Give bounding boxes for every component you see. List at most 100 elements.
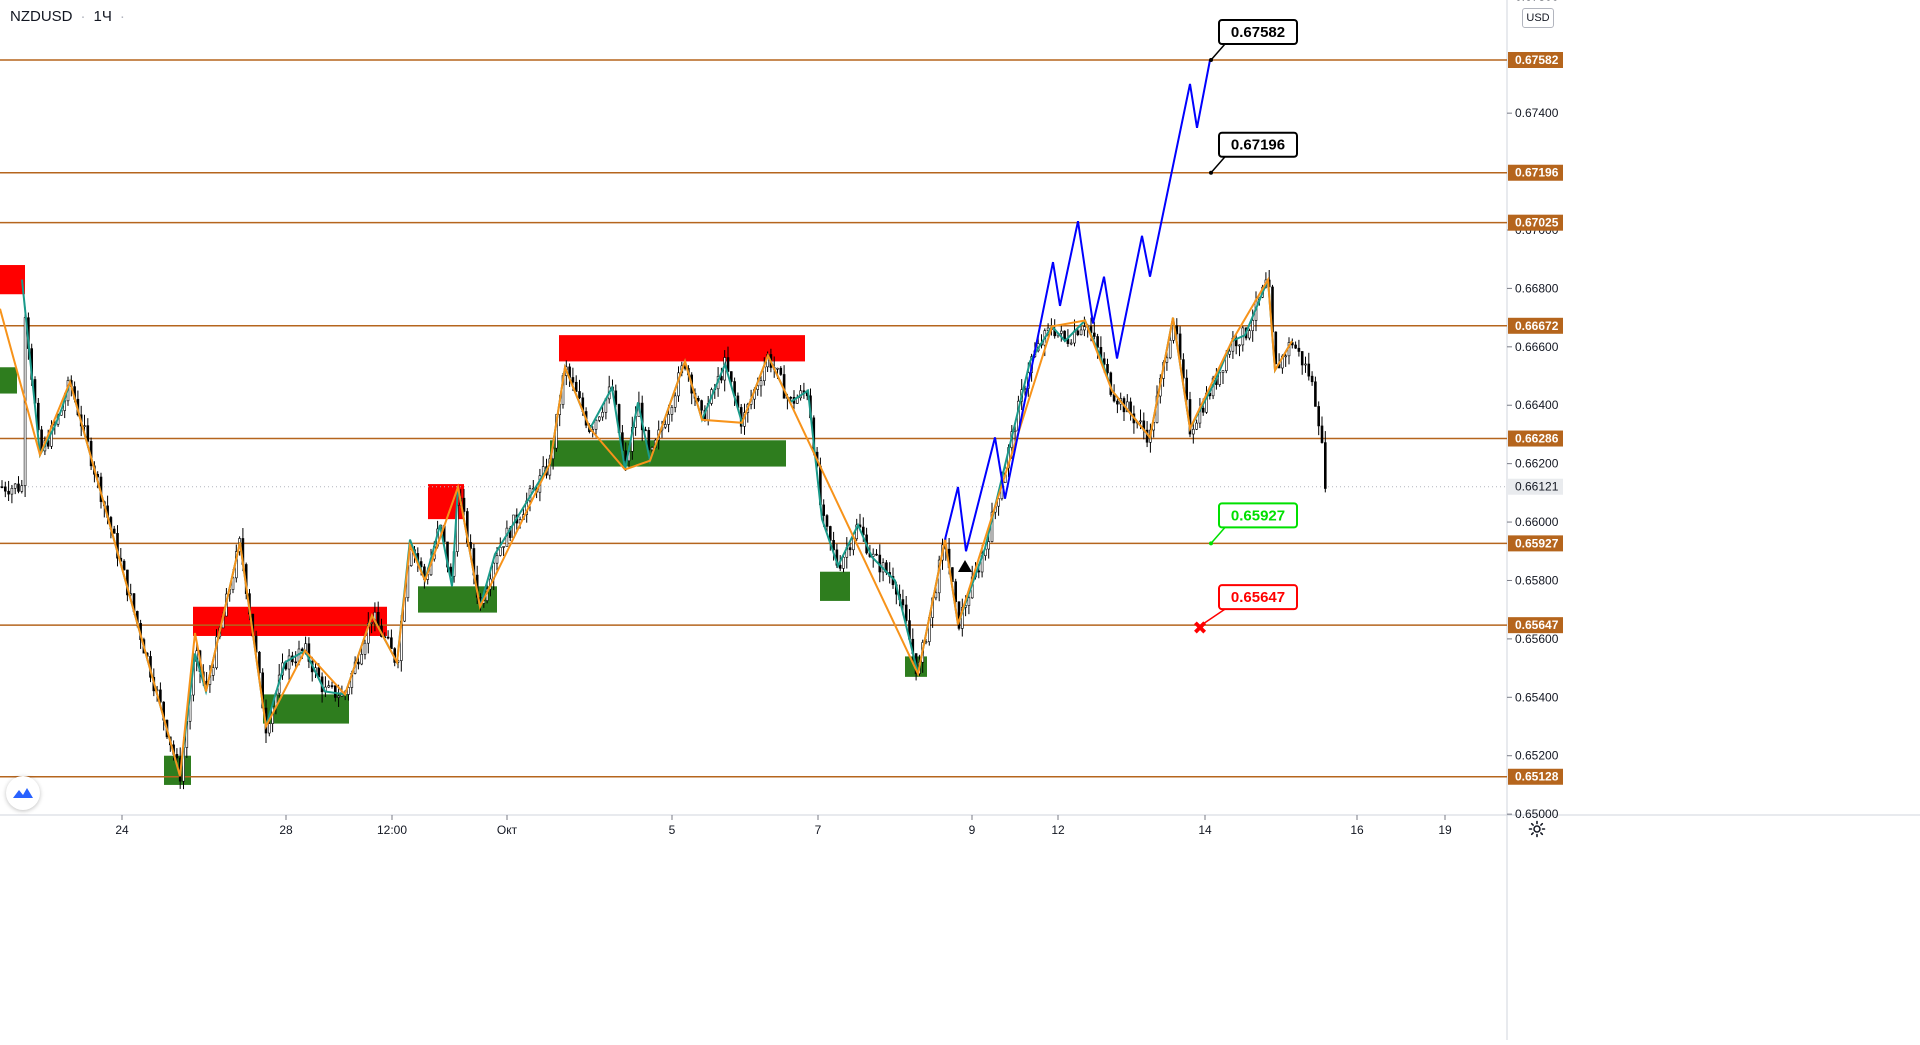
candle-body	[1317, 406, 1320, 427]
candle-body	[779, 367, 783, 375]
candle-body	[267, 723, 271, 734]
tradingview-logo-icon[interactable]	[6, 776, 40, 810]
demand-zone[interactable]	[820, 571, 850, 601]
candle-body	[495, 555, 499, 564]
candle-body	[934, 592, 938, 599]
level-price-label-bg	[1508, 617, 1563, 634]
candle-body	[363, 642, 367, 655]
demand-zone[interactable]	[550, 440, 786, 467]
candle-body	[1310, 375, 1314, 383]
candle-body	[1314, 381, 1317, 407]
candle-body	[1116, 400, 1119, 405]
candle-body	[7, 490, 10, 495]
forecast-path-line[interactable]	[944, 59, 1211, 552]
candle-body	[17, 483, 20, 492]
callout-anchor-dot	[1209, 170, 1213, 175]
level-price-label: 0.67196	[1515, 166, 1559, 180]
candle-body	[287, 655, 291, 670]
candle-body	[667, 414, 670, 425]
demand-zone[interactable]	[263, 694, 349, 724]
callout-box[interactable]	[1218, 19, 1298, 45]
time-tick-label: Окт	[497, 823, 518, 837]
candle-body	[1192, 428, 1195, 435]
level-price-label: 0.65927	[1515, 536, 1559, 550]
candle-body	[1297, 347, 1301, 352]
candle-body	[673, 395, 677, 408]
candle-body	[1248, 330, 1251, 339]
callout-box[interactable]	[1218, 502, 1298, 529]
candle-body	[670, 406, 674, 415]
callout-box[interactable]	[1218, 131, 1298, 158]
candle-body	[848, 547, 852, 551]
level-price-label-bg	[1508, 535, 1563, 552]
time-tick-label: 5	[669, 823, 676, 837]
candle-body	[1185, 377, 1188, 400]
callout-box[interactable]	[1218, 584, 1298, 611]
demand-zone[interactable]	[0, 367, 17, 394]
candle-body	[1096, 336, 1099, 348]
symbol-legend: NZDUSD · 1Ч ·	[10, 8, 125, 25]
candle-body	[776, 367, 779, 370]
candle-body	[10, 487, 14, 495]
candle-body	[1324, 442, 1327, 489]
candle-body	[1093, 332, 1096, 337]
interval-label: 1Ч	[93, 8, 112, 25]
candle-body	[574, 381, 578, 392]
candle-body	[1307, 363, 1311, 377]
price-tick-label: 0.66800	[1515, 281, 1559, 295]
level-price-label: 0.67582	[1515, 53, 1559, 67]
level-price-label-bg	[1508, 52, 1563, 68]
candle-body	[330, 685, 334, 687]
supply-zone[interactable]	[559, 335, 805, 362]
candle-body	[977, 570, 981, 573]
price-tick-label: 0.65000	[1515, 807, 1559, 821]
price-tick-label: 0.65600	[1515, 632, 1559, 646]
time-tick-label: 9	[969, 823, 976, 837]
candle-body	[1201, 407, 1205, 413]
candle-body	[1251, 320, 1254, 331]
time-tick-label: 12	[1051, 823, 1065, 837]
stop-cross-icon: ✖	[1192, 618, 1207, 638]
candle-body	[211, 667, 215, 676]
price-tick-label: 0.67400	[1515, 106, 1559, 120]
candle-body	[1320, 425, 1324, 443]
level-price-label-bg	[1508, 317, 1563, 334]
supply-zone[interactable]	[0, 265, 25, 295]
candle-body	[838, 564, 842, 569]
candle-body	[1063, 330, 1066, 340]
candle-body	[789, 397, 793, 399]
candle-body	[4, 486, 7, 492]
candle-body	[1102, 358, 1106, 365]
callout-pointer	[1199, 608, 1226, 627]
time-tick-label: 28	[279, 823, 293, 837]
time-tick-label: 16	[1350, 823, 1364, 837]
candle-body	[327, 685, 331, 688]
candle-body	[954, 581, 958, 602]
callout-pointer	[1210, 43, 1226, 61]
candle-body	[1060, 330, 1063, 334]
logo-mark-icon	[13, 788, 33, 798]
level-price-label: 0.67025	[1515, 216, 1559, 230]
level-price-label-bg	[1508, 164, 1563, 181]
candle-body	[700, 400, 703, 411]
level-price-label: 0.66286	[1515, 432, 1559, 446]
candle-body	[842, 556, 845, 569]
candle-body	[759, 380, 763, 387]
candle-body	[86, 425, 90, 442]
currency-button[interactable]: USD	[1522, 8, 1554, 28]
candle-body	[1238, 344, 1241, 347]
up-arrow-icon	[958, 560, 972, 572]
candle-body	[614, 390, 618, 405]
candle-body	[122, 560, 126, 571]
zigzag-orange-line[interactable]	[0, 276, 1293, 777]
candle-body	[901, 599, 905, 606]
candle-body	[294, 661, 298, 664]
callout-label: 0.67582	[1231, 24, 1285, 41]
candle-body	[1304, 363, 1307, 366]
price-tick-label: 0.65200	[1515, 749, 1559, 763]
candle-body	[650, 447, 654, 451]
candle-body	[83, 425, 86, 427]
settings-gear-icon[interactable]	[1526, 818, 1548, 840]
